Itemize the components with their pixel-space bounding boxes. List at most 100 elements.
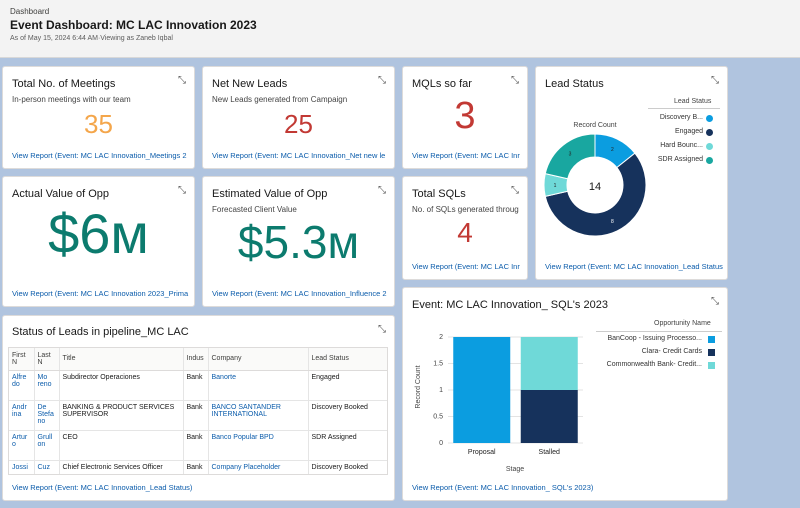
card-subtitle: In-person meetings with our team: [12, 95, 131, 104]
card-subtitle: New Leads generated from Campaign: [212, 95, 348, 104]
legend-swatch: [708, 362, 715, 369]
card-title: Total SQLs: [412, 188, 466, 200]
bar-segment[interactable]: [520, 337, 578, 390]
column-header[interactable]: Title: [59, 348, 184, 371]
card-title: Estimated Value of Opp: [212, 188, 328, 200]
last-name-cell[interactable]: De Stefa no: [34, 400, 60, 431]
column-header[interactable]: First N: [9, 348, 35, 371]
legend-item-label[interactable]: Hard Bounc...: [660, 142, 703, 149]
view-report-link[interactable]: View Report (Event: MC LAC Innovation_Me…: [12, 151, 187, 160]
pipeline-table: First N Last N Title Indus Company Lead …: [9, 348, 387, 474]
expand-icon[interactable]: ⤡: [178, 185, 186, 196]
expand-icon[interactable]: ⤡: [711, 75, 719, 86]
last-name-cell[interactable]: Mo reno: [34, 370, 60, 401]
x-tick-label: Proposal: [468, 449, 496, 456]
industry-cell: Bank: [183, 370, 209, 401]
expand-icon[interactable]: ⤡: [178, 75, 186, 86]
view-report-link[interactable]: View Report (Event: MC LAC Innovation_In…: [212, 289, 387, 298]
column-header[interactable]: Company: [208, 348, 309, 371]
y-tick-label: 1.5: [433, 361, 443, 368]
donut-total: 14: [589, 181, 601, 193]
card-title: Lead Status: [545, 78, 604, 90]
donut-slice[interactable]: [544, 133, 596, 180]
view-report-link[interactable]: View Report (Event: MC LAC Inr: [412, 151, 520, 160]
y-tick-label: 0.5: [433, 414, 443, 421]
legend-item-label[interactable]: BanCoop - Issuing Processo...: [607, 335, 702, 342]
column-header[interactable]: Indus: [183, 348, 209, 371]
industry-cell: Bank: [183, 400, 209, 431]
legend-item-label[interactable]: SDR Assigned: [657, 156, 703, 163]
meetings-metric: 35: [84, 109, 113, 139]
breadcrumb[interactable]: Dashboard: [10, 7, 50, 16]
legend-item-label[interactable]: Commonwealth Bank- Credit...: [606, 361, 702, 368]
column-header[interactable]: Last N: [34, 348, 60, 371]
card-title: Net New Leads: [212, 78, 288, 90]
last-name-cell[interactable]: Cuz: [34, 460, 60, 474]
expand-icon[interactable]: ⤡: [511, 75, 519, 86]
table-row: Andr ina De Stefa no BANKING & PRODUCT S…: [9, 400, 387, 431]
card-title: MQLs so far: [412, 78, 472, 90]
x-axis-label: Stage: [506, 466, 524, 473]
pipeline-table-wrapper: First N Last N Title Indus Company Lead …: [8, 347, 388, 475]
title-cell: BANKING & PRODUCT SERVICES SUPERVISOR: [59, 400, 184, 431]
donut-slice[interactable]: [544, 152, 647, 237]
view-report-link[interactable]: View Report (Event: MC LAC Innovation_Ne…: [212, 151, 386, 160]
sqls-card: Total SQLs ⤡ No. of SQLs generated throu…: [402, 176, 528, 280]
sql-chart-card: Event: MC LAC Innovation_ SQL's 2023 ⤡ 0…: [402, 287, 728, 501]
company-cell[interactable]: BANCO SANTANDER INTERNATIONAL: [208, 400, 309, 431]
slice-data-label: 1: [554, 183, 557, 189]
legend-divider: [596, 331, 722, 332]
slice-data-label: 8: [611, 219, 614, 225]
bar-segment[interactable]: [520, 390, 578, 443]
expand-icon[interactable]: ⤡: [511, 185, 519, 196]
pipeline-card: Status of Leads in pipeline_MC LAC ⤡ Fir…: [2, 315, 395, 501]
industry-cell: Bank: [183, 460, 209, 474]
card-title: Status of Leads in pipeline_MC LAC: [12, 326, 189, 338]
title-cell: Subdirector Operaciones: [59, 370, 184, 401]
view-report-link[interactable]: View Report (Event: MC LAC Inr: [412, 262, 520, 271]
first-name-cell[interactable]: Andr ina: [9, 400, 35, 431]
company-cell[interactable]: Banorte: [208, 370, 309, 401]
first-name-cell[interactable]: Alfre do: [9, 370, 35, 401]
actual-opp-card: Actual Value of Opp ⤡ $6м View Report (E…: [2, 176, 195, 307]
legend-title: Opportunity Name: [654, 320, 711, 327]
donut-axis-label: Record Count: [573, 122, 616, 129]
expand-icon[interactable]: ⤡: [378, 185, 386, 196]
actual-opp-metric: $6м: [48, 202, 149, 265]
expand-icon[interactable]: ⤡: [711, 296, 719, 307]
legend-item-label[interactable]: Clara- Credit Cards: [641, 348, 702, 355]
last-name-cell[interactable]: Grull on: [34, 430, 60, 461]
bar-segment[interactable]: [453, 337, 511, 443]
view-report-link[interactable]: View Report (Event: MC LAC Innovation_Le…: [545, 262, 723, 271]
company-cell[interactable]: Banco Popular BPD: [208, 430, 309, 461]
title-cell: Chief Electronic Services Officer: [59, 460, 184, 474]
card-title: Event: MC LAC Innovation_ SQL's 2023: [412, 299, 608, 311]
column-header[interactable]: Lead Status: [308, 348, 387, 371]
table-row: Artur o Grull on CEO Bank Banco Popular …: [9, 430, 387, 461]
expand-icon[interactable]: ⤡: [378, 324, 386, 335]
view-report-link[interactable]: View Report (Event: MC LAC Innovation_Le…: [12, 483, 193, 492]
legend-item-label[interactable]: Discovery B...: [659, 114, 703, 121]
title-cell: CEO: [59, 430, 184, 461]
legend-swatch: [708, 349, 715, 356]
sqls-metric: 4: [457, 217, 473, 248]
expand-icon[interactable]: ⤡: [378, 75, 386, 86]
view-report-link[interactable]: View Report (Event: MC LAC Innovation_ S…: [412, 483, 594, 492]
first-name-cell[interactable]: Jossi: [9, 460, 35, 474]
table-row: Jossi Cuz Chief Electronic Services Offi…: [9, 460, 387, 474]
lead-status-cell: Discovery Booked: [308, 460, 387, 474]
table-row: Alfre do Mo reno Subdirector Operaciones…: [9, 370, 387, 401]
lead-status-cell: Discovery Booked: [308, 400, 387, 431]
page-title: Event Dashboard: MC LAC Innovation 2023: [10, 18, 257, 32]
dashboard-header: Dashboard Event Dashboard: MC LAC Innova…: [0, 0, 800, 58]
view-report-link[interactable]: View Report (Event: MC LAC Innovation 20…: [12, 289, 189, 298]
company-cell[interactable]: Company Placeholder: [208, 460, 309, 474]
sql-stacked-bar-chart: 0 0.5 1 1.5 2 Proposal Stalled Record Count S…: [415, 334, 583, 473]
card-subtitle: No. of SQLs generated throug: [412, 205, 519, 214]
meetings-card: Total No. of Meetings ⤡ In-person meetin…: [2, 66, 195, 169]
legend-item-label[interactable]: Engaged: [674, 128, 703, 135]
y-tick-label: 1: [439, 387, 443, 394]
slice-data-label: 2: [611, 147, 614, 153]
first-name-cell[interactable]: Artur o: [9, 430, 35, 461]
legend-swatch: [706, 129, 713, 136]
